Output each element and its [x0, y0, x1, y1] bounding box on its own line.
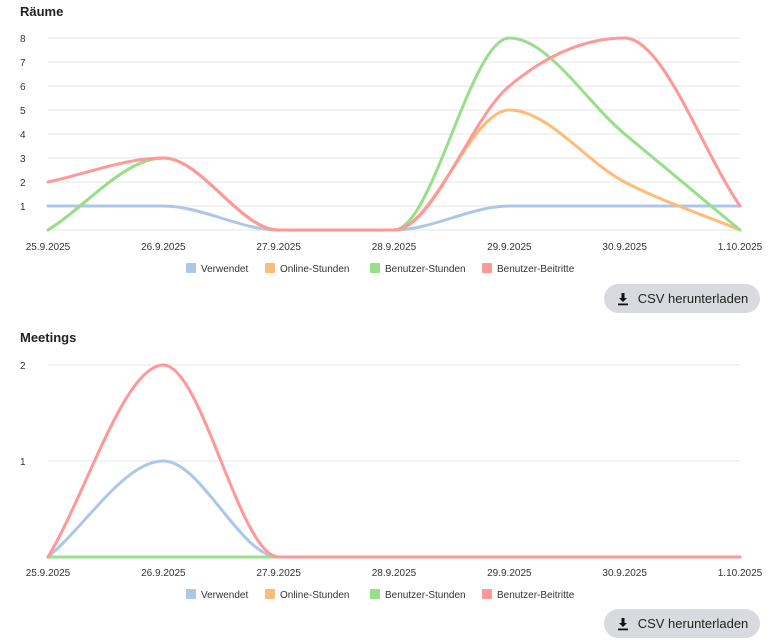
- x-tick-label: 25.9.2025: [26, 568, 71, 579]
- legend-swatch: [482, 263, 492, 273]
- legend-label: Verwendet: [201, 264, 248, 275]
- download-csv-label: CSV herunterladen: [637, 291, 749, 306]
- series-line-1: [46, 108, 742, 232]
- x-tick-label: 1.10.2025: [718, 242, 763, 253]
- legend-swatch: [482, 589, 492, 599]
- chart-title: Meetings: [20, 330, 77, 345]
- meetings-line-chart: 1 2 25.9.2025 26.9.2025 27.9.2025 28.9.2025 29…: [20, 361, 763, 601]
- x-tick-label: 28.9.2025: [372, 568, 417, 579]
- x-tick-label: 30.9.2025: [602, 242, 647, 253]
- x-tick-label: 29.9.2025: [487, 568, 532, 579]
- rooms-chart-section: Räume 1 2 3 4 5 6 7 8 25.9.2025 26.9.2025 27.9.202…: [20, 4, 763, 313]
- x-tick-label: 26.9.2025: [141, 242, 186, 253]
- y-tick-label: 2: [20, 361, 26, 372]
- legend-label: Online-Stunden: [280, 264, 350, 275]
- x-tick-label: 25.9.2025: [26, 242, 71, 253]
- x-tick-label: 30.9.2025: [602, 568, 647, 579]
- chart-title: Räume: [20, 4, 64, 19]
- legend-label: Benutzer-Stunden: [385, 264, 466, 275]
- legend-swatch: [265, 263, 275, 273]
- y-tick-label: 8: [20, 34, 26, 45]
- y-tick-label: 4: [20, 130, 26, 141]
- legend-label: Benutzer-Beitritte: [497, 264, 575, 275]
- series-line-0: [46, 459, 742, 559]
- download-icon: [617, 617, 628, 630]
- legend-label: Benutzer-Beitritte: [497, 590, 575, 601]
- x-tick-label: 27.9.2025: [256, 568, 301, 579]
- legend-swatch: [186, 589, 196, 599]
- x-tick-label: 1.10.2025: [718, 568, 763, 579]
- legend-label: Verwendet: [201, 590, 248, 601]
- download-csv-button[interactable]: CSV herunterladen: [604, 609, 760, 638]
- download-csv-button[interactable]: CSV herunterladen: [604, 284, 760, 313]
- meetings-chart-section: Meetings 1 2 25.9.2025 26.9.2025 27.9.2025 28…: [0, 326, 780, 640]
- legend-label: Benutzer-Stunden: [385, 590, 466, 601]
- y-tick-label: 1: [20, 457, 26, 468]
- y-tick-label: 3: [20, 154, 26, 165]
- y-tick-label: 2: [20, 178, 26, 189]
- download-csv-label: CSV herunterladen: [637, 616, 749, 631]
- series-line-3: [46, 36, 742, 232]
- series-line-0: [46, 204, 742, 232]
- y-tick-label: 5: [20, 106, 26, 117]
- y-tick-label: 1: [20, 202, 26, 213]
- series-line-3: [46, 363, 742, 559]
- legend-swatch: [265, 589, 275, 599]
- legend-swatch: [370, 589, 380, 599]
- y-tick-label: 7: [20, 58, 26, 69]
- x-tick-label: 26.9.2025: [141, 568, 186, 579]
- legend-swatch: [370, 263, 380, 273]
- x-tick-label: 28.9.2025: [372, 242, 417, 253]
- rooms-line-chart: 1 2 3 4 5 6 7 8 25.9.2025 26.9.2025 27.9.2025 28.9.…: [20, 34, 763, 275]
- x-tick-label: 29.9.2025: [487, 242, 532, 253]
- x-tick-label: 27.9.2025: [256, 242, 301, 253]
- download-icon: [617, 292, 628, 305]
- legend-label: Online-Stunden: [280, 590, 350, 601]
- legend-swatch: [186, 263, 196, 273]
- y-tick-label: 6: [20, 82, 26, 93]
